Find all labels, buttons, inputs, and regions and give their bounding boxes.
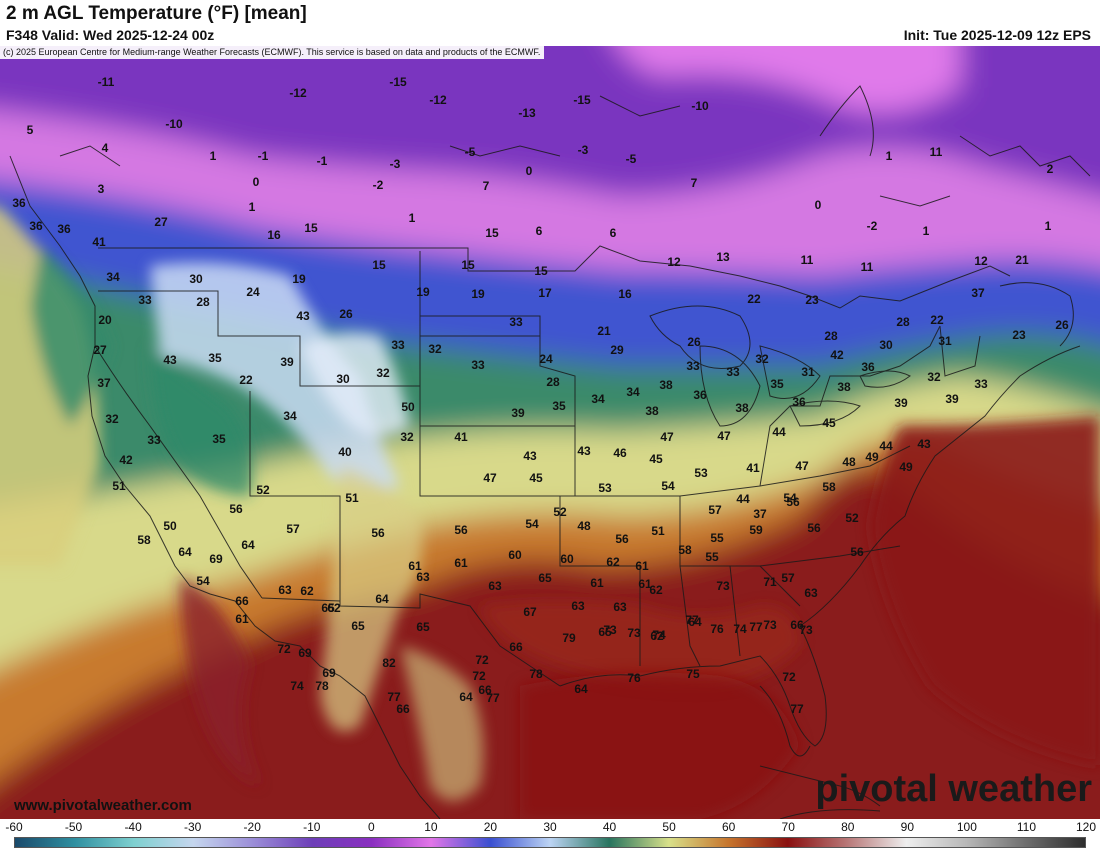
colorbar-tick: 100	[956, 820, 977, 834]
colorbar-tick: 50	[662, 820, 676, 834]
header: 2 m AGL Temperature (°F) [mean] F348 Val…	[0, 0, 1100, 46]
colorbar-tick: 30	[543, 820, 557, 834]
ocean-field	[520, 672, 800, 819]
colorbar-tick: 80	[841, 820, 855, 834]
map-field	[0, 46, 1100, 819]
temperature-map[interactable]	[0, 46, 1100, 819]
colorbar-tick: 20	[483, 820, 498, 834]
colorbar-tick: 0	[367, 820, 375, 834]
colorbar: -60 -50 -40 -30 -20 -10 0 10 20 30 40 50 60 70 80 90 100…	[0, 819, 1100, 850]
valid-time: F348 Valid: Wed 2025-12-24 00z	[6, 27, 215, 43]
colorbar-tick: 110	[1016, 820, 1037, 834]
colorbar-labels: -60 -50 -40 -30 -20 -10 0 10 20 30 40 50 60 70 80 90 100…	[0, 819, 1100, 835]
colorbar-gradient	[14, 837, 1086, 848]
colorbar-tick: -60	[5, 820, 23, 834]
colorbar-tick: 10	[424, 820, 438, 834]
map-title: 2 m AGL Temperature (°F) [mean]	[6, 3, 307, 24]
boundaries	[9, 85, 1091, 819]
site-url[interactable]: www.pivotalweather.com	[14, 797, 192, 814]
init-time: Init: Tue 2025-12-09 12z EPS	[903, 27, 1091, 43]
brand-logo: pivotal weather	[815, 768, 1092, 810]
colorbar-tick: -10	[303, 820, 321, 834]
colorbar-tick: -20	[243, 820, 261, 834]
colorbar-tick: -50	[64, 820, 83, 834]
colorbar-tick: 90	[900, 820, 915, 834]
colorbar-tick: 120	[1075, 820, 1097, 834]
colorbar-tick: -40	[124, 820, 142, 834]
colorbar-tick: 60	[721, 820, 736, 834]
temperature-field	[0, 46, 1100, 819]
terrain-detail	[0, 206, 1100, 801]
colorbar-tick: 70	[781, 820, 795, 834]
colorbar-tick: -30	[183, 820, 202, 834]
colorbar-tick: 40	[602, 820, 617, 834]
copyright-notice: (c) 2025 European Centre for Medium-rang…	[0, 46, 545, 59]
